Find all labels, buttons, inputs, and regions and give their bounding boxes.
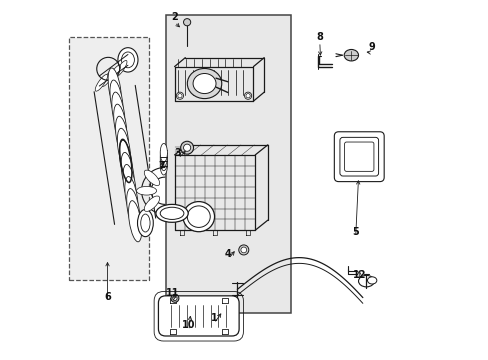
- Ellipse shape: [122, 165, 136, 206]
- Ellipse shape: [344, 49, 358, 61]
- Ellipse shape: [176, 92, 183, 99]
- Text: 4: 4: [224, 248, 231, 258]
- Ellipse shape: [95, 75, 107, 91]
- Ellipse shape: [144, 196, 160, 211]
- Ellipse shape: [156, 204, 188, 222]
- Ellipse shape: [108, 68, 121, 109]
- Ellipse shape: [160, 156, 167, 175]
- Ellipse shape: [115, 116, 128, 157]
- Text: 5: 5: [351, 227, 358, 237]
- Ellipse shape: [112, 92, 125, 133]
- Ellipse shape: [144, 170, 160, 185]
- Ellipse shape: [172, 296, 177, 301]
- Ellipse shape: [244, 92, 251, 99]
- Ellipse shape: [160, 143, 167, 162]
- Text: 1: 1: [210, 313, 217, 323]
- Ellipse shape: [141, 214, 150, 232]
- Ellipse shape: [136, 186, 156, 195]
- Ellipse shape: [178, 94, 182, 98]
- Ellipse shape: [137, 210, 153, 237]
- Ellipse shape: [160, 152, 167, 171]
- Ellipse shape: [183, 144, 190, 151]
- Ellipse shape: [108, 65, 121, 82]
- Ellipse shape: [193, 73, 216, 94]
- Ellipse shape: [117, 128, 130, 170]
- Bar: [69, 37, 149, 280]
- Text: 8: 8: [316, 32, 323, 41]
- FancyBboxPatch shape: [334, 132, 384, 181]
- Ellipse shape: [160, 207, 183, 220]
- Text: 11: 11: [166, 288, 179, 298]
- Ellipse shape: [241, 247, 246, 253]
- Text: 12: 12: [352, 270, 365, 280]
- Ellipse shape: [114, 60, 127, 77]
- Ellipse shape: [367, 277, 376, 284]
- Ellipse shape: [238, 245, 248, 255]
- Ellipse shape: [180, 141, 193, 154]
- Ellipse shape: [121, 152, 134, 194]
- Text: 10: 10: [182, 320, 195, 330]
- Text: 6: 6: [104, 292, 111, 302]
- Ellipse shape: [121, 52, 134, 68]
- Text: 3: 3: [174, 148, 181, 158]
- Ellipse shape: [171, 294, 179, 302]
- Ellipse shape: [187, 206, 210, 228]
- Ellipse shape: [245, 94, 250, 98]
- Ellipse shape: [113, 104, 126, 145]
- Text: 9: 9: [367, 42, 374, 52]
- Ellipse shape: [183, 202, 214, 232]
- Text: 2: 2: [171, 12, 178, 22]
- FancyBboxPatch shape: [339, 138, 378, 176]
- Ellipse shape: [183, 19, 190, 26]
- Ellipse shape: [110, 80, 123, 121]
- Ellipse shape: [118, 48, 138, 72]
- FancyBboxPatch shape: [158, 296, 239, 336]
- Text: 7: 7: [158, 161, 164, 171]
- Ellipse shape: [126, 189, 140, 230]
- Bar: [165, 15, 290, 313]
- Ellipse shape: [187, 68, 222, 99]
- FancyBboxPatch shape: [344, 142, 373, 171]
- Ellipse shape: [358, 275, 373, 287]
- Ellipse shape: [102, 70, 114, 86]
- Ellipse shape: [128, 201, 142, 242]
- Ellipse shape: [119, 140, 132, 181]
- Ellipse shape: [124, 176, 138, 218]
- Ellipse shape: [160, 148, 167, 166]
